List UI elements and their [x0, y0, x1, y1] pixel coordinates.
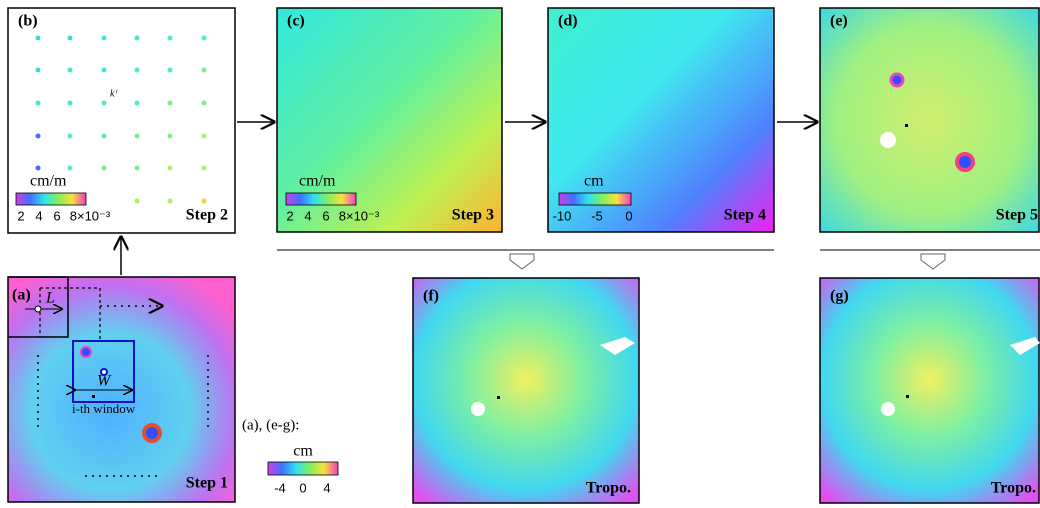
grid-point — [201, 198, 207, 204]
blank-area — [471, 402, 485, 416]
window-center — [100, 368, 108, 376]
colorbar-tick: 8×10⁻³ — [339, 208, 380, 223]
window-label: i-th window — [72, 401, 136, 416]
colorbar-tick: 6 — [53, 208, 60, 223]
panel-label: (e) — [830, 13, 848, 30]
panel-label: (f) — [423, 288, 439, 305]
colorbar — [267, 461, 339, 476]
reference-point — [906, 395, 909, 398]
colorbar-tick: 0 — [625, 208, 632, 223]
grid-point — [201, 165, 207, 171]
grid-point — [67, 165, 73, 171]
step-label: Step 1 — [186, 475, 228, 492]
grid-point — [134, 198, 140, 204]
grid-point — [167, 67, 173, 73]
volcano — [80, 346, 92, 358]
dimension-label: W — [97, 373, 112, 390]
colorbar-tick: 0 — [299, 480, 306, 495]
colorbar-tick: 2 — [286, 208, 293, 223]
colorbar — [558, 192, 632, 206]
colorbar-tick: 8×10⁻³ — [70, 208, 111, 223]
step-label: Step 3 — [452, 207, 494, 224]
grid-point — [134, 100, 140, 106]
window-center — [34, 305, 42, 313]
down-arrow — [920, 253, 946, 270]
grid-point — [67, 67, 73, 73]
panel-label: (b) — [18, 13, 38, 30]
grid-point — [167, 35, 173, 41]
colorbar-tick: 6 — [322, 208, 329, 223]
step-label: Step 4 — [724, 207, 766, 224]
panel-label: (d) — [558, 13, 578, 30]
panel-e — [819, 7, 1040, 233]
volcano — [955, 152, 975, 172]
grid-point — [201, 67, 207, 73]
panel-label: (a) — [12, 287, 31, 304]
point-label: kⁱ — [110, 88, 118, 99]
grid-point — [167, 100, 173, 106]
grid-point — [167, 198, 173, 204]
colorbar-tick: 4 — [35, 208, 42, 223]
colorbar-tick: 2 — [17, 208, 24, 223]
step-label: Tropo. — [991, 480, 1036, 497]
dimension-label: L — [45, 290, 55, 307]
colorbar — [15, 192, 87, 206]
grid-point — [134, 165, 140, 171]
blank-area — [881, 402, 895, 416]
grid-point — [35, 67, 41, 73]
ith-window — [72, 340, 135, 403]
reference-point — [92, 395, 95, 398]
grid-point — [35, 35, 41, 41]
colorbar-tick: -4 — [274, 480, 286, 495]
grid-point — [167, 133, 173, 139]
grid-point — [101, 35, 107, 41]
grid-point — [134, 133, 140, 139]
colorbar-unit: cm/m — [299, 173, 336, 190]
reference-point — [497, 396, 500, 399]
grid-point — [67, 133, 73, 139]
grid-point — [35, 165, 41, 171]
grid-point — [201, 133, 207, 139]
colorbar-tick: -5 — [591, 208, 603, 223]
grid-point — [101, 133, 107, 139]
grid-point — [101, 165, 107, 171]
grid-point — [35, 133, 41, 139]
step-label: Step 5 — [996, 207, 1038, 224]
colorbar-caption: (a), (e-g): — [242, 417, 299, 433]
grid-point — [35, 100, 41, 106]
window-box — [39, 287, 101, 340]
down-arrow — [509, 253, 535, 270]
colorbar-tick: 4 — [304, 208, 311, 223]
grid-points — [35, 35, 207, 204]
grid-point — [101, 67, 107, 73]
step-label: Tropo. — [586, 480, 631, 497]
grid-point — [67, 100, 73, 106]
grid-point — [134, 35, 140, 41]
grid-point — [201, 100, 207, 106]
colorbar-unit: cm — [584, 173, 604, 190]
blank-area — [880, 132, 896, 148]
step-label: Step 2 — [186, 207, 228, 224]
reference-point — [905, 124, 908, 127]
panel-g — [819, 277, 1040, 504]
grid-point — [134, 67, 140, 73]
blank-area — [1010, 337, 1040, 355]
panel-f — [412, 277, 640, 504]
window-box — [8, 276, 69, 338]
colorbar-unit: cm/m — [30, 173, 67, 190]
colorbar — [285, 192, 357, 206]
panel-label: (c) — [287, 13, 305, 30]
grid-point — [167, 165, 173, 171]
grid-point — [101, 100, 107, 106]
volcano — [142, 423, 162, 443]
grid-point — [201, 35, 207, 41]
colorbar-tick: -10 — [553, 208, 572, 223]
colorbar-unit: cm — [293, 443, 313, 460]
grid-point — [67, 35, 73, 41]
panel-label: (g) — [830, 288, 849, 305]
volcano — [889, 72, 905, 88]
blank-area — [600, 337, 635, 355]
colorbar-tick: 4 — [323, 480, 330, 495]
